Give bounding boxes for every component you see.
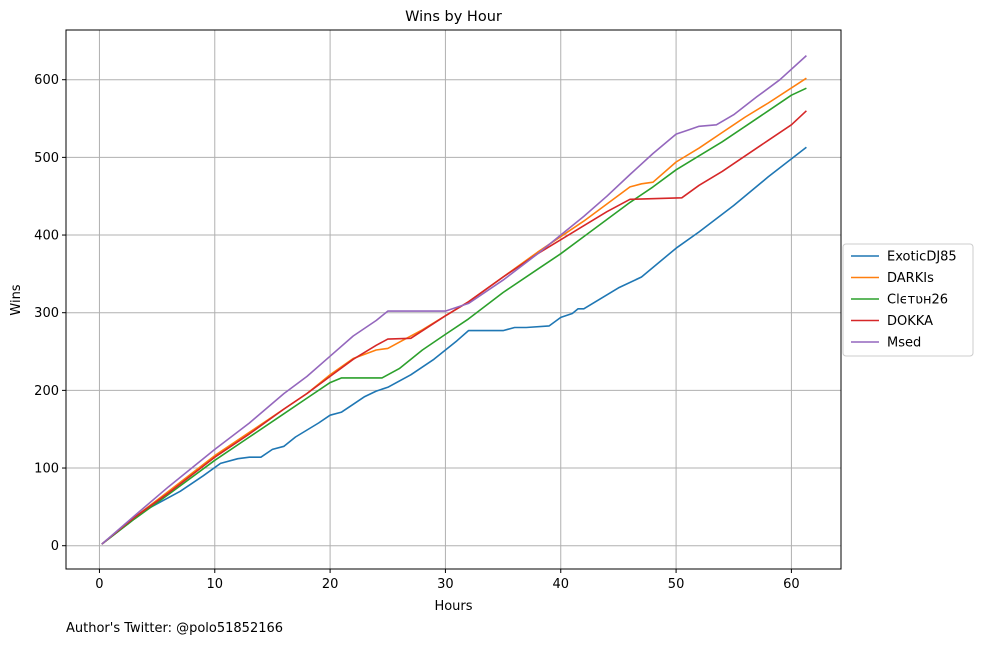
legend-label: ExoticDJ85 [887, 250, 957, 265]
x-axis-ticks: 0 10 20 30 40 50 60 [95, 569, 800, 592]
series-line-2 [101, 87, 807, 545]
x-tick-label: 0 [95, 577, 103, 592]
legend-label: DARKIs [887, 271, 934, 286]
x-tick-label: 10 [206, 577, 223, 592]
legend-label: Msed [887, 336, 921, 351]
x-tick-label: 50 [668, 577, 685, 592]
author-credit: Author's Twitter: @polo51852166 [66, 621, 284, 636]
series-line-0 [101, 146, 807, 545]
y-tick-label: 0 [51, 539, 59, 554]
x-tick-label: 30 [437, 577, 454, 592]
y-tick-label: 500 [34, 151, 59, 166]
y-tick-label: 100 [34, 462, 59, 477]
x-tick-label: 60 [783, 577, 800, 592]
chart-title: Wins by Hour [405, 9, 502, 25]
series-line-3 [101, 110, 807, 545]
legend-label: Clϵтʋн26 [887, 293, 948, 308]
legend-label: DOKKA [887, 314, 933, 329]
series-lines [101, 55, 807, 545]
y-tick-label: 600 [34, 73, 59, 88]
y-tick-label: 400 [34, 229, 59, 244]
y-axis-label: Wins [9, 284, 24, 315]
x-axis-label: Hours [434, 599, 472, 614]
legend: ExoticDJ85 DARKIs Clϵтʋн26 DOKKA Msed [842, 243, 974, 357]
grid [66, 30, 841, 569]
x-tick-label: 20 [322, 577, 339, 592]
y-axis-ticks: 0 100 200 300 400 500 600 [34, 73, 66, 554]
legend-box [842, 243, 974, 357]
plot-frame [65, 29, 842, 570]
y-tick-label: 200 [34, 384, 59, 399]
x-tick-label: 40 [552, 577, 569, 592]
y-tick-label: 300 [34, 306, 59, 321]
series-line-4 [101, 55, 807, 545]
